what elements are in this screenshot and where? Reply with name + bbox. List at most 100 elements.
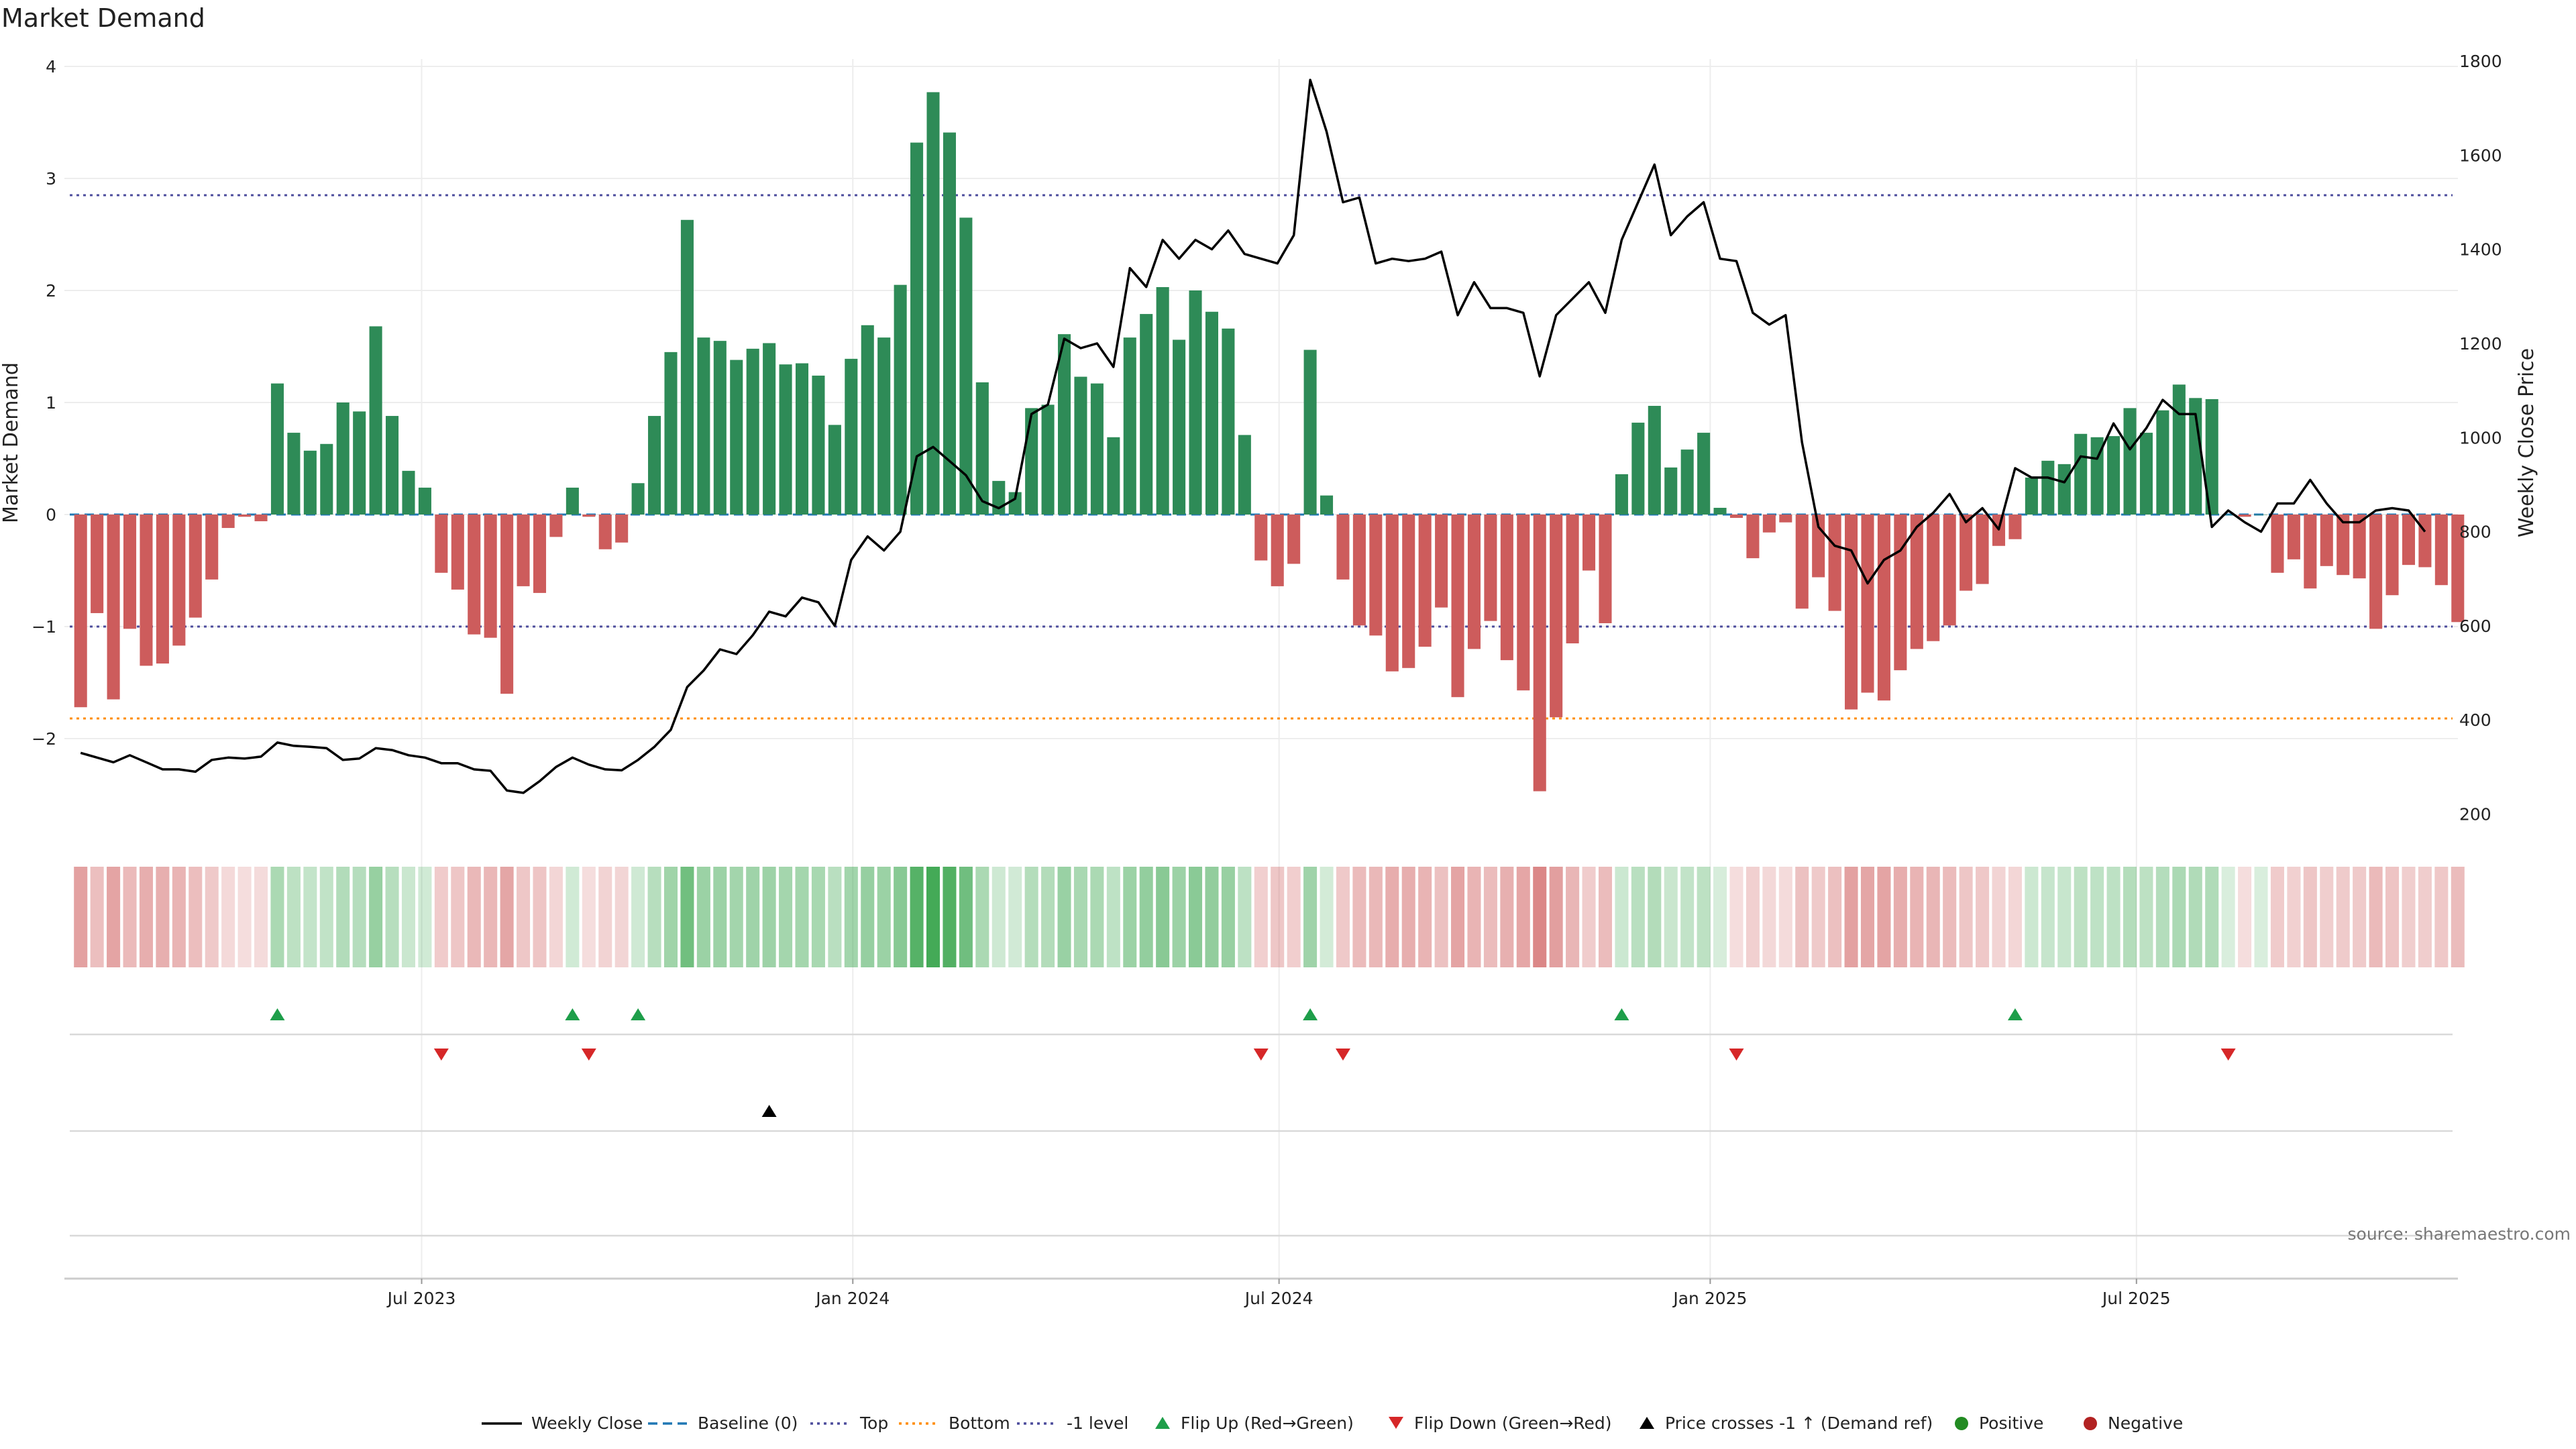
heat-cell xyxy=(237,867,252,967)
legend-label: Top xyxy=(859,1413,888,1433)
y-right-tick-label: 1200 xyxy=(2459,334,2502,354)
demand-bar xyxy=(1402,515,1415,668)
heat-cell xyxy=(1008,867,1022,967)
demand-bar xyxy=(1484,515,1497,621)
demand-bar xyxy=(1418,515,1432,647)
axes: −2 −1 0 1 2 3 4 200 400 600 800 1000 1200 1400 1600 180… xyxy=(0,52,2538,824)
demand-bar xyxy=(2041,460,2055,515)
demand-bar xyxy=(2451,515,2465,623)
heat-cell xyxy=(1762,867,1776,967)
demand-bar xyxy=(1762,515,1776,533)
heat-cell xyxy=(286,867,301,967)
demand-bar xyxy=(254,515,268,522)
demand-bar xyxy=(1369,515,1383,636)
heat-cell xyxy=(221,867,235,967)
heat-cell xyxy=(1254,867,1268,967)
heat-cell xyxy=(910,867,924,967)
heat-cell xyxy=(1566,867,1580,967)
heat-cell xyxy=(2123,867,2137,967)
y-left-tick-label: 4 xyxy=(46,57,56,76)
heat-cell xyxy=(517,867,531,967)
heat-cell xyxy=(1959,867,1973,967)
heat-cell xyxy=(123,867,137,967)
heat-cell xyxy=(467,867,481,967)
demand-bar xyxy=(1976,515,1989,584)
legend-item: Flip Down (Green→Red) xyxy=(1389,1413,1612,1433)
heat-cell xyxy=(991,867,1006,967)
heat-cell xyxy=(1057,867,1071,967)
demand-bar xyxy=(1352,515,1366,626)
x-tick-label: Jan 2024 xyxy=(814,1289,890,1308)
heat-cell xyxy=(1189,867,1203,967)
demand-bar xyxy=(156,515,169,664)
heat-cell xyxy=(434,867,448,967)
demand-bar xyxy=(1287,515,1301,564)
heat-cell xyxy=(1533,867,1547,967)
heat-cell xyxy=(2205,867,2219,967)
event-markers xyxy=(70,1008,2453,1237)
demand-bar xyxy=(1746,515,1760,559)
y-right-tick-label: 1600 xyxy=(2459,146,2502,165)
heat-cell xyxy=(1582,867,1596,967)
demand-bar xyxy=(1664,467,1678,515)
demand-bar xyxy=(1861,515,1874,693)
legend-label: Bottom xyxy=(949,1413,1010,1433)
heat-cell xyxy=(139,867,153,967)
demand-bar xyxy=(1517,515,1530,691)
demand-bar xyxy=(1877,515,1890,701)
legend-item: Price crosses -1 ↑ (Demand ref) xyxy=(1640,1413,1933,1433)
demand-bar xyxy=(1582,515,1596,571)
demand-bar xyxy=(435,515,448,573)
demand-bar xyxy=(74,515,87,708)
heat-cell xyxy=(663,867,678,967)
heat-cell xyxy=(1156,867,1170,967)
demand-bar xyxy=(1385,515,1399,672)
demand-bar xyxy=(1845,515,1858,710)
heat-cell xyxy=(1664,867,1678,967)
demand-bar xyxy=(2353,515,2366,579)
heat-cell xyxy=(647,867,661,967)
heat-cell xyxy=(1910,867,1924,967)
demand-bar xyxy=(2434,515,2448,586)
demand-bar xyxy=(664,352,678,515)
heat-cell xyxy=(2074,867,2088,967)
legend: Weekly Close Baseline (0) Top Bottom -1 leve… xyxy=(482,1413,2183,1433)
flip-down-marker xyxy=(1253,1049,1269,1061)
heat-cell xyxy=(418,867,432,967)
legend-label: Flip Down (Green→Red) xyxy=(1414,1413,1612,1433)
chart-title: Market Demand xyxy=(1,3,205,33)
demand-bar xyxy=(500,515,514,694)
heat-cell xyxy=(1451,867,1465,967)
price-line-layer xyxy=(80,78,2426,794)
price-line xyxy=(80,78,2426,794)
heat-cell xyxy=(2369,867,2383,967)
demand-bar xyxy=(1697,433,1711,515)
heat-cell xyxy=(1926,867,1940,967)
demand-bar xyxy=(1500,515,1513,661)
heat-cell xyxy=(1943,867,1957,967)
demand-bar xyxy=(1927,515,1940,641)
heat-cell xyxy=(2254,867,2268,967)
legend-item: Weekly Close xyxy=(482,1413,643,1433)
y-right-tick-label: 600 xyxy=(2459,616,2491,636)
demand-bar xyxy=(107,515,120,700)
demand-bar xyxy=(91,515,104,613)
heat-cell xyxy=(2188,867,2202,967)
heat-cell xyxy=(1467,867,1481,967)
heat-cell xyxy=(2270,867,2284,967)
heat-cell xyxy=(1648,867,1662,967)
heat-cell xyxy=(894,867,908,967)
heat-cell xyxy=(451,867,465,967)
legend-flip-up-swatch xyxy=(1155,1417,1170,1429)
demand-bar xyxy=(287,433,301,515)
heat-cell xyxy=(1778,867,1792,967)
heat-cell xyxy=(680,867,694,967)
demand-bar xyxy=(1648,406,1661,515)
demand-bar xyxy=(1828,515,1841,611)
demand-bar xyxy=(1615,474,1628,515)
legend-label: Positive xyxy=(1979,1413,2043,1433)
demand-bar xyxy=(1467,515,1481,649)
heat-cell xyxy=(1811,867,1825,967)
demand-bar xyxy=(2320,515,2333,566)
price-cross-marker xyxy=(761,1105,777,1117)
